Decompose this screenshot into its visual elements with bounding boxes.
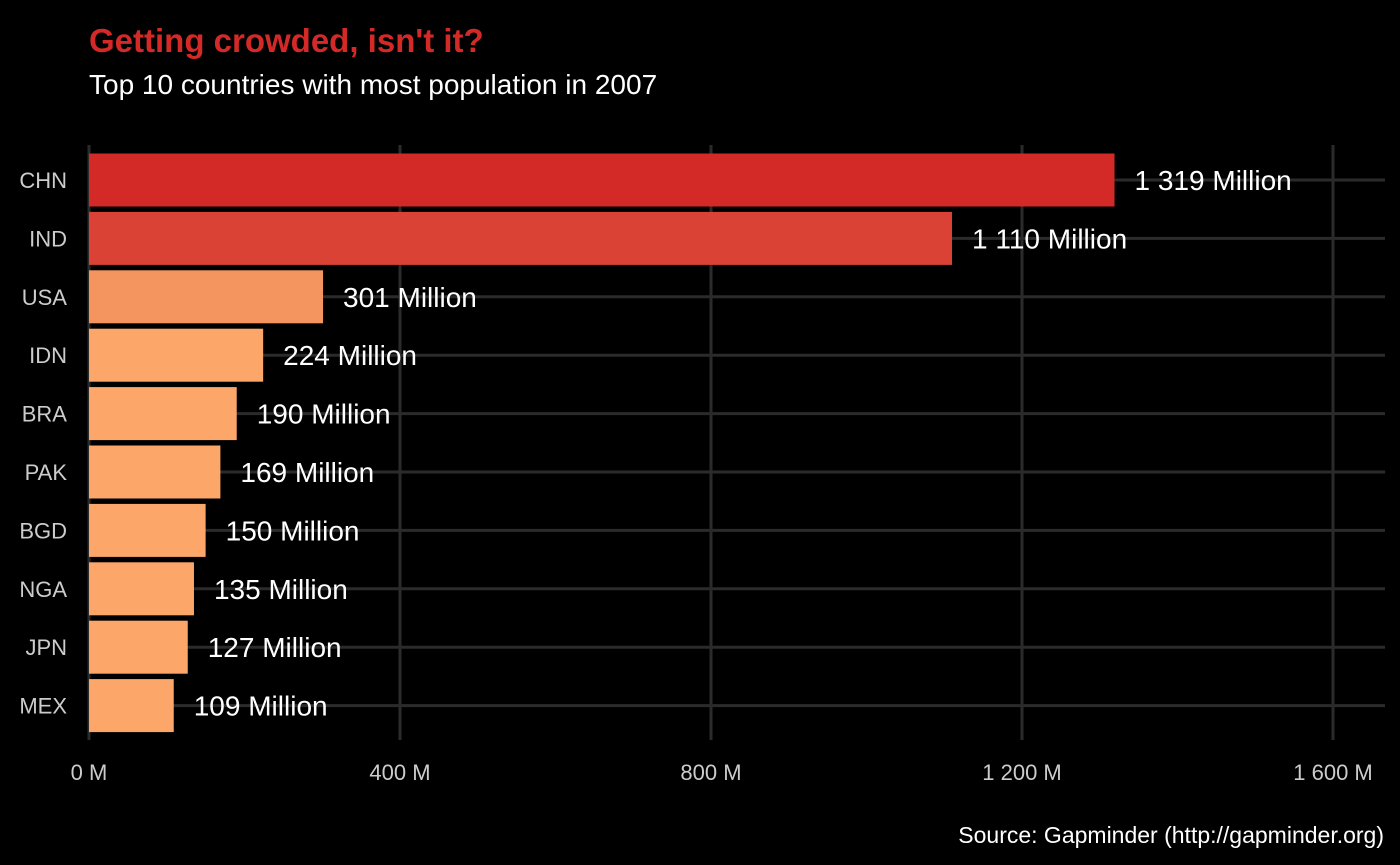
bar-ind xyxy=(89,211,953,265)
x-tick-label: 800 M xyxy=(680,760,741,785)
bars-layer xyxy=(89,153,1115,733)
data-label: 190 Million xyxy=(257,399,391,430)
chart-subtitle: Top 10 countries with most population in… xyxy=(89,69,658,100)
y-tick-label: PAK xyxy=(25,460,68,485)
data-label: 1 319 Million xyxy=(1135,165,1292,196)
bar-jpn xyxy=(89,620,188,674)
y-tick-label: CHN xyxy=(19,168,67,193)
bar-nga xyxy=(89,562,194,616)
x-tick-label: 400 M xyxy=(369,760,430,785)
x-tick-label: 1 600 M xyxy=(1293,760,1373,785)
y-tick-label: IND xyxy=(29,226,67,251)
data-label: 224 Million xyxy=(283,340,417,371)
x-tick-label: 0 M xyxy=(71,760,108,785)
bar-mex xyxy=(89,679,174,733)
y-tick-label: USA xyxy=(22,285,68,310)
y-tick-label: BGD xyxy=(19,518,67,543)
bar-pak xyxy=(89,445,221,499)
axis-layer: 0 M 400 M 800 M 1 200 M 1 600 M CHN IND USA IDN B… xyxy=(19,168,1372,785)
data-label: 109 Million xyxy=(194,691,328,722)
data-label: 169 Million xyxy=(240,457,374,488)
chart-caption: Source: Gapminder (http://gapminder.org) xyxy=(958,822,1384,848)
data-label: 301 Million xyxy=(343,282,477,313)
bar-usa xyxy=(89,270,324,324)
data-label: 135 Million xyxy=(214,574,348,605)
y-tick-label: IDN xyxy=(29,343,67,368)
data-label: 127 Million xyxy=(208,632,342,663)
bar-bra xyxy=(89,387,237,441)
bar-chn xyxy=(89,153,1115,207)
labels-layer: 1 319 Million 1 110 Million 301 Million 224… xyxy=(194,165,1292,722)
bar-idn xyxy=(89,328,264,382)
y-tick-label: JPN xyxy=(25,635,67,660)
data-label: 1 110 Million xyxy=(972,223,1127,254)
chart-title: Getting crowded, isn't it? xyxy=(89,22,484,59)
y-tick-label: NGA xyxy=(19,577,67,602)
x-tick-label: 1 200 M xyxy=(982,760,1062,785)
bar-bgd xyxy=(89,503,206,557)
y-tick-label: BRA xyxy=(22,402,68,427)
data-label: 150 Million xyxy=(226,515,360,546)
y-tick-label: MEX xyxy=(19,694,67,719)
